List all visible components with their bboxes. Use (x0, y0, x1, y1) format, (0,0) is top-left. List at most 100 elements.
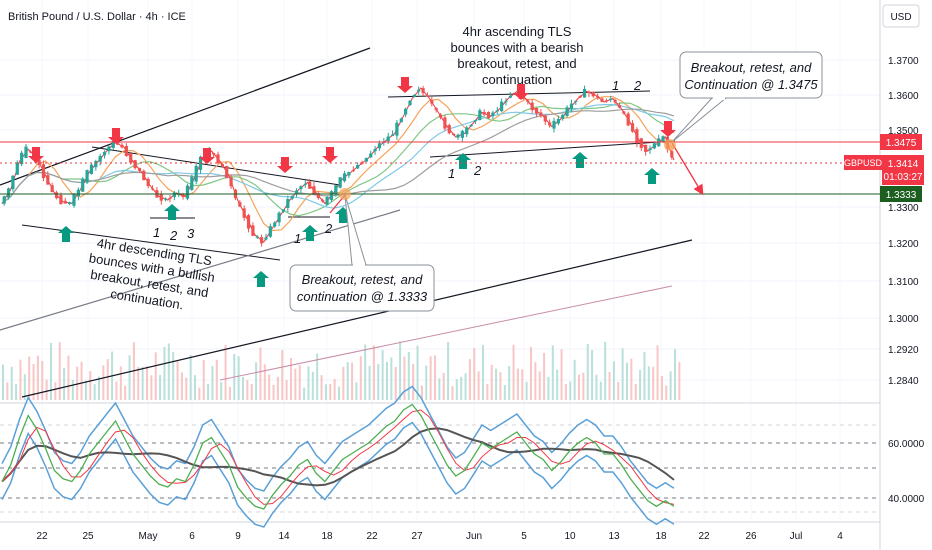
candle-body (102, 151, 107, 156)
volume-bar (242, 376, 244, 400)
svg-text:1.3333: 1.3333 (886, 190, 917, 201)
candle-body (37, 159, 41, 166)
candle-body (491, 112, 495, 116)
volume-bars (2, 341, 681, 400)
volume-bar (333, 379, 336, 400)
candle-body (486, 112, 491, 119)
candle-body (308, 181, 312, 189)
price-tick-label: 1.3500 (888, 126, 919, 137)
candle-body (242, 208, 246, 218)
candle-body (469, 124, 473, 127)
candle-body (539, 112, 543, 117)
bollinger-lower (1, 421, 675, 528)
volume-bar (608, 371, 611, 400)
volume-bar (403, 356, 406, 400)
ma-long (219, 285, 673, 381)
candle-body (430, 100, 434, 104)
volume-bar (372, 345, 375, 400)
candle-body (626, 113, 630, 126)
volume-bar (556, 369, 559, 400)
volume-bar (185, 377, 188, 400)
volume-bar (159, 375, 162, 400)
candle-body (85, 170, 89, 183)
svg-text:1.3414: 1.3414 (888, 159, 919, 170)
rsi-slow-ma (1, 427, 675, 487)
sell-arrow-icon (660, 121, 676, 137)
candle-body (478, 110, 482, 121)
volume-bar (473, 348, 476, 400)
sell-arrow-icon (322, 147, 338, 163)
sell-arrow-icon (28, 147, 44, 163)
candle-body (312, 186, 316, 195)
candle-body (421, 88, 425, 94)
candle-body (582, 88, 587, 98)
price-tick-label: 1.3600 (888, 91, 919, 102)
candle-body (255, 236, 259, 238)
candle-body (181, 194, 185, 197)
candle-body (347, 172, 351, 176)
candle-body (116, 142, 120, 145)
volume-bar (538, 371, 541, 400)
svg-text:GBPUSD: GBPUSD (844, 158, 883, 168)
volume-bar (250, 384, 253, 400)
candle-body (146, 179, 150, 186)
candle-body (578, 96, 582, 98)
candle-body (390, 134, 395, 136)
time-tick-label: 5 (521, 531, 527, 542)
volume-bar (630, 358, 633, 400)
wave-num: 2 (633, 78, 642, 93)
candle-body (41, 164, 46, 179)
volume-bar (32, 364, 35, 400)
volume-bar (390, 357, 393, 400)
volume-bar (407, 351, 410, 400)
candle-body (11, 175, 15, 190)
volume-bar (486, 383, 489, 400)
ascending-tls-note: 4hr ascending TLS bounces with a bearish… (451, 24, 584, 87)
volume-bar (482, 345, 484, 400)
volume-bar (146, 366, 148, 400)
volume-bar (137, 366, 140, 400)
candle-body (129, 153, 133, 163)
candle-body (290, 196, 294, 199)
volume-bar (237, 356, 240, 400)
volume-bar (490, 364, 493, 400)
candle-body (190, 176, 194, 190)
candle-body (164, 198, 168, 200)
candle-body (325, 196, 329, 205)
callout-high-line-2: Continuation @ 1.3475 (684, 77, 818, 92)
candle-body (216, 154, 220, 164)
candle-body (20, 152, 24, 165)
price-tick-label: 1.3200 (888, 239, 919, 250)
volume-bar (438, 378, 441, 400)
candle-body (434, 108, 438, 110)
candle-body (124, 146, 128, 156)
candle-body (661, 136, 665, 142)
volume-bar (202, 359, 205, 400)
volume-bar (647, 366, 650, 400)
candle-body (159, 194, 163, 201)
volume-bar (285, 380, 288, 400)
volume-bar (89, 371, 92, 400)
volume-bar (124, 385, 127, 400)
retest-marker-high (664, 139, 676, 151)
volume-bar (63, 367, 66, 400)
candle-body (294, 190, 299, 194)
volume-bar (420, 385, 423, 400)
volume-bar (80, 361, 83, 400)
candle-body (225, 165, 229, 179)
volume-bar (180, 372, 183, 400)
candle-body (364, 157, 368, 162)
ascending-tls-lower (429, 140, 676, 158)
ma-200 (0, 209, 401, 331)
moving-averages (1, 87, 675, 243)
currency-box[interactable] (882, 4, 920, 28)
volume-bar (442, 372, 445, 400)
buy-arrow-icon (58, 226, 74, 242)
candle-body (50, 185, 54, 193)
volume-bar (377, 364, 380, 400)
volume-bar (364, 344, 367, 400)
volume-bar (163, 346, 166, 400)
rsi-line (1, 403, 675, 510)
volume-bar (460, 376, 463, 400)
